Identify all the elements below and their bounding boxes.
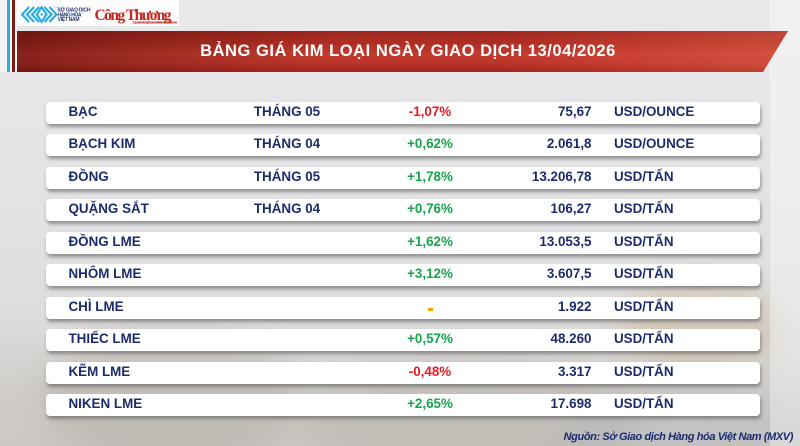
svg-text:SỞ GIAO DỊCH: SỞ GIAO DỊCH	[58, 7, 91, 14]
svg-text:TM: TM	[54, 5, 59, 9]
svg-text:Công Thương: Công Thương	[95, 7, 172, 24]
svg-text:VIỆT NAM: VIỆT NAM	[58, 15, 80, 23]
svg-text:CƠ QUAN NGÔN LUẬN CỦA BỘ CÔNG: CƠ QUAN NGÔN LUẬN CỦA BỘ CÔNG THƯƠNG - T…	[133, 22, 178, 25]
svg-text:HÀNG HÓA: HÀNG HÓA	[58, 10, 82, 18]
